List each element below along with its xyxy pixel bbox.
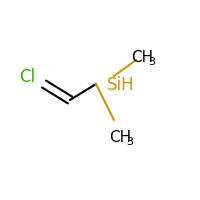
Text: CH: CH xyxy=(109,130,131,144)
Text: 3: 3 xyxy=(148,57,155,67)
Text: SiH: SiH xyxy=(107,76,135,94)
Text: 3: 3 xyxy=(126,137,133,147)
Text: Cl: Cl xyxy=(19,68,35,86)
Text: CH: CH xyxy=(131,49,153,64)
